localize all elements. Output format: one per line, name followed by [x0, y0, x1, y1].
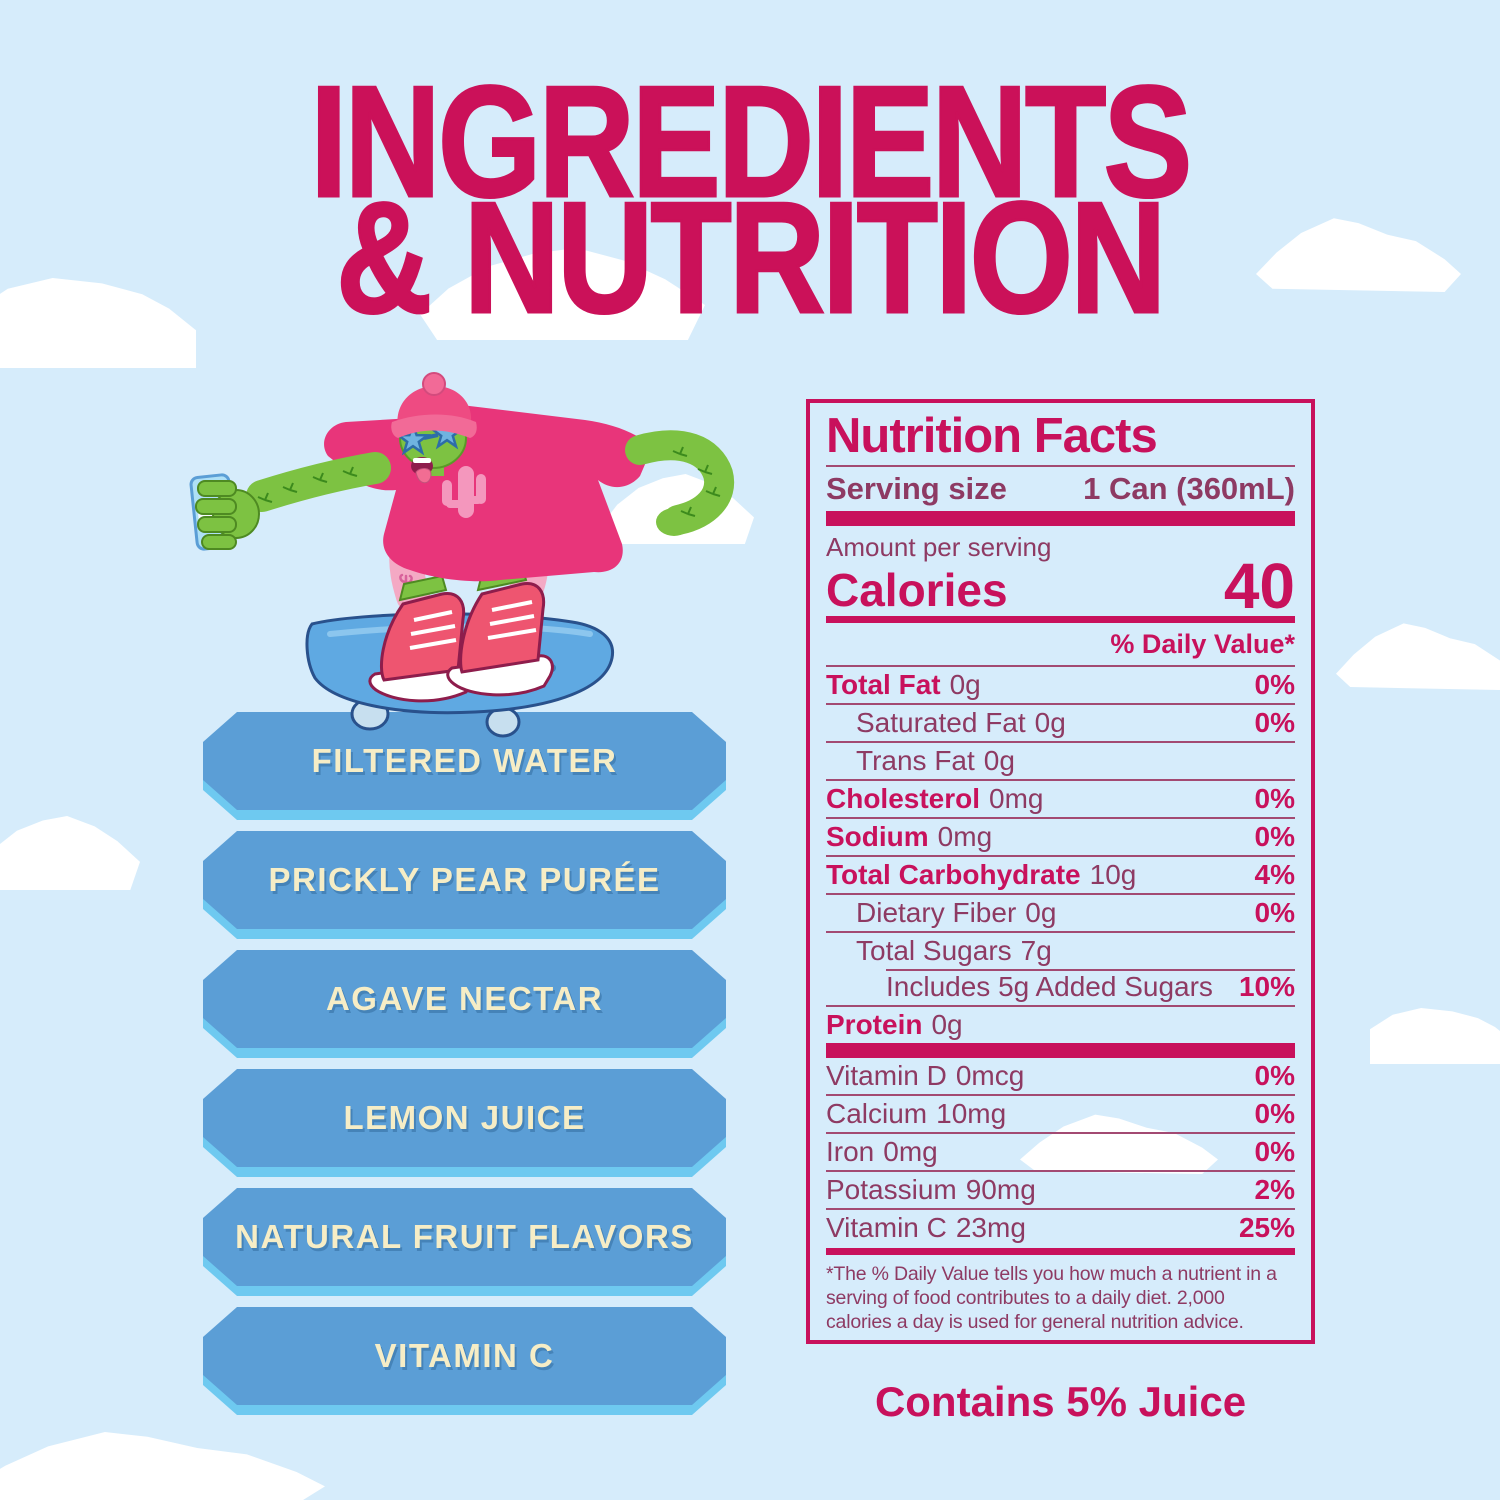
ingredient-label: NATURAL FRUIT FLAVORS	[203, 1188, 726, 1286]
cactus-logo	[442, 466, 486, 518]
head	[391, 372, 477, 484]
nutrient-row: Dietary Fiber 0g 0%	[826, 893, 1295, 931]
ingredient-label: AGAVE NECTAR	[203, 950, 726, 1048]
ingredient-label: FILTERED WATER	[203, 712, 726, 810]
amount-per-serving: Amount per serving	[826, 532, 1052, 562]
serving-size-label: Serving size	[826, 471, 1007, 506]
nutrient-row: Cholesterol 0mg 0%	[826, 779, 1295, 817]
vitamin-row: Vitamin C 23mg 25%	[826, 1208, 1295, 1246]
left-arm-with-can	[189, 452, 391, 551]
right-arm	[625, 430, 735, 536]
nutrient-row: Includes 5g Added Sugars 10%	[886, 969, 1295, 1002]
nutrient-row: Total Fat 0g 0%	[826, 665, 1295, 703]
nutrient-row: Total Carbohydrate 10g 4%	[826, 855, 1295, 893]
nutrient-row: Sodium 0mg 0%	[826, 817, 1295, 855]
nutrient-row: Protein 0g	[826, 1005, 1295, 1043]
ingredient-label: PRICKLY PEAR PURÉE	[203, 831, 726, 929]
page-title-line1: INGREDIENTS	[309, 54, 1193, 230]
calories-label: Calories	[826, 564, 1008, 616]
nutrient-row: Saturated Fat 0g 0%	[826, 703, 1295, 741]
cloud-shape	[1370, 1008, 1500, 1064]
beanie-hat	[391, 372, 477, 438]
nutrition-facts-title: Nutrition Facts	[826, 409, 1158, 463]
tongue	[415, 468, 432, 484]
cactus-skateboarder-illustration	[189, 372, 735, 738]
vitamin-row: Potassium 90mg 2%	[826, 1170, 1295, 1208]
fingers	[195, 480, 237, 550]
calories-row: Calories 40	[826, 554, 1295, 618]
calories-value: 40	[1223, 550, 1295, 622]
nutrient-row: Trans Fat 0g	[826, 741, 1295, 779]
cloud-shape	[1336, 623, 1500, 690]
daily-value-header: % Daily Value*	[1110, 629, 1295, 659]
nutrition-facts-panel: Nutrition Facts Serving size 1 Can (360m…	[806, 399, 1315, 1344]
serving-size-value: 1 Can (360mL)	[1083, 471, 1295, 506]
ingredient-banner: PRICKLY PEAR PURÉE	[203, 831, 726, 929]
ingredient-label: VITAMIN C	[203, 1307, 726, 1405]
ingredient-banner: LEMON JUICE	[203, 1069, 726, 1167]
ingredient-banner: VITAMIN C	[203, 1307, 726, 1405]
cactus-spines	[257, 446, 721, 517]
ingredient-banner: NATURAL FRUIT FLAVORS	[203, 1188, 726, 1286]
cloud-shape	[0, 816, 140, 890]
page-title-line2: & NUTRITION	[335, 170, 1168, 346]
vitamin-row: Calcium 10mg 0%	[826, 1094, 1295, 1132]
serving-size-row: Serving size 1 Can (360mL)	[826, 467, 1295, 511]
contains-juice-note: Contains 5% Juice	[874, 1378, 1247, 1425]
sneakers	[368, 564, 554, 703]
ingredient-label: LEMON JUICE	[203, 1069, 726, 1167]
cloud-shape	[0, 1432, 325, 1500]
nutrient-row: Total Sugars 7g	[826, 931, 1295, 969]
vitamin-row: Vitamin D 0mcg 0%	[826, 1060, 1295, 1091]
pompom	[422, 372, 446, 396]
ingredient-banner: FILTERED WATER	[203, 712, 726, 810]
tshirt	[324, 402, 652, 582]
ingredient-banner: AGAVE NECTAR	[203, 950, 726, 1048]
vitamin-row: Iron 0mg 0%	[826, 1132, 1295, 1170]
daily-value-footnote: *The % Daily Value tells you how much a …	[826, 1263, 1277, 1333]
page-title: INGREDIENTS & NUTRITION	[120, 54, 1380, 346]
